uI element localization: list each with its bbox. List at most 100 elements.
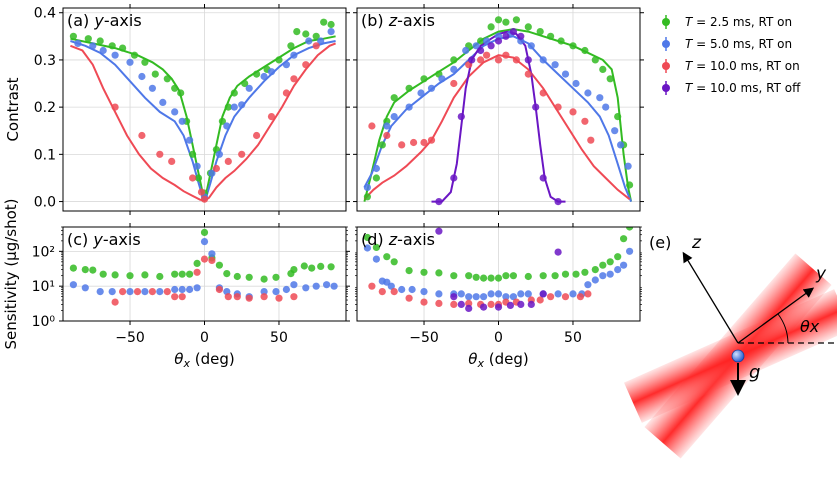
- data-point-blue: [171, 285, 179, 294]
- data-point-blue: [148, 84, 156, 92]
- data-point-blue: [81, 284, 89, 292]
- data-point-green: [312, 32, 320, 40]
- data-point-purple: [450, 293, 458, 301]
- y-tick-label: 0.0: [34, 195, 56, 211]
- data-point-green: [581, 46, 589, 55]
- data-point-green: [450, 56, 458, 64]
- data-point-green: [230, 89, 238, 97]
- data-point-blue: [305, 37, 313, 45]
- data-point-red: [200, 195, 209, 203]
- data-point-blue: [390, 113, 398, 121]
- data-point-purple: [450, 174, 458, 182]
- data-point-blue: [96, 288, 104, 296]
- y-tick-label: 10²: [32, 244, 55, 260]
- y-tick-label: 10¹: [32, 279, 55, 295]
- data-point-blue: [159, 98, 167, 106]
- data-point-blue: [487, 290, 495, 298]
- data-point-purple: [435, 198, 443, 206]
- data-point-red: [547, 293, 555, 301]
- data-point-red: [290, 75, 298, 83]
- data-point-green: [141, 58, 149, 66]
- diagram-gravity-label: g: [749, 362, 760, 383]
- z-axis-arrow: [682, 251, 739, 344]
- data-point-red: [168, 157, 176, 165]
- data-point-green: [435, 269, 443, 277]
- data-point-green: [275, 56, 283, 64]
- data-point-red: [260, 293, 268, 301]
- data-point-green: [626, 181, 634, 189]
- data-point-red: [212, 164, 220, 173]
- data-point-purple: [554, 248, 562, 256]
- data-point-blue: [472, 293, 480, 301]
- data-point-green: [539, 272, 547, 280]
- data-point-green: [487, 274, 495, 282]
- data-point-blue: [111, 51, 119, 59]
- data-point-purple: [494, 37, 503, 45]
- data-point-blue: [591, 276, 599, 284]
- data-point-purple: [465, 304, 473, 312]
- data-point-red: [584, 290, 592, 298]
- x-tick-label: −50: [409, 330, 439, 346]
- data-point-red: [138, 131, 146, 140]
- data-point-blue: [494, 290, 503, 298]
- data-point-green: [151, 70, 159, 78]
- data-point-green: [272, 273, 280, 281]
- data-point-purple: [517, 300, 525, 308]
- data-point-blue: [363, 183, 371, 191]
- data-point-blue: [417, 89, 425, 97]
- data-point-red: [111, 298, 119, 306]
- data-point-blue: [69, 281, 77, 289]
- data-point-green: [308, 264, 316, 272]
- x-tick-label: 50: [564, 330, 582, 346]
- data-point-green: [69, 264, 77, 272]
- data-point-green: [390, 94, 398, 102]
- x-axis-label: θx (deg): [174, 350, 234, 370]
- data-point-blue: [584, 281, 592, 289]
- data-point-blue: [420, 288, 428, 296]
- data-point-green: [224, 103, 232, 111]
- data-point-blue: [472, 42, 480, 50]
- data-point-purple: [524, 56, 532, 64]
- data-point-red: [245, 294, 253, 302]
- data-point-red: [450, 79, 458, 88]
- data-point-red: [197, 188, 206, 196]
- data-point-green: [194, 174, 203, 182]
- data-point-red: [368, 282, 376, 290]
- data-point-green: [512, 16, 521, 24]
- data-point-green: [81, 266, 89, 274]
- data-point-red: [200, 255, 209, 263]
- data-point-blue: [363, 244, 371, 252]
- data-point-blue: [561, 70, 570, 78]
- data-point-blue: [611, 127, 619, 135]
- data-point-red: [383, 131, 391, 140]
- data-point-green: [390, 258, 398, 266]
- data-point-blue: [624, 162, 632, 170]
- data-point-red: [405, 294, 413, 302]
- data-point-blue: [569, 290, 577, 298]
- data-point-blue: [465, 293, 473, 301]
- data-point-blue: [215, 150, 223, 158]
- data-point-red: [163, 288, 171, 296]
- plot-area: [363, 16, 634, 206]
- data-point-blue: [606, 270, 614, 278]
- legend-marker-purple: [662, 84, 670, 92]
- data-point-red: [119, 288, 127, 296]
- data-point-green: [551, 272, 559, 280]
- data-point-blue: [178, 117, 186, 125]
- data-point-red: [312, 42, 320, 50]
- data-point-green: [572, 270, 580, 278]
- panel-label: (b) z-axis: [361, 11, 435, 30]
- panel-label: (d) z-axis: [361, 230, 435, 249]
- data-point-green: [186, 270, 194, 278]
- data-point-blue: [186, 285, 194, 294]
- data-point-blue: [223, 122, 231, 130]
- data-point-blue: [427, 84, 436, 92]
- data-point-purple: [457, 300, 465, 308]
- data-point-green: [420, 268, 428, 276]
- data-point-blue: [450, 65, 458, 73]
- data-point-blue: [398, 285, 406, 294]
- data-point-green: [178, 270, 186, 278]
- data-point-green: [233, 272, 241, 281]
- data-point-red: [253, 131, 261, 140]
- data-point-green: [599, 65, 607, 73]
